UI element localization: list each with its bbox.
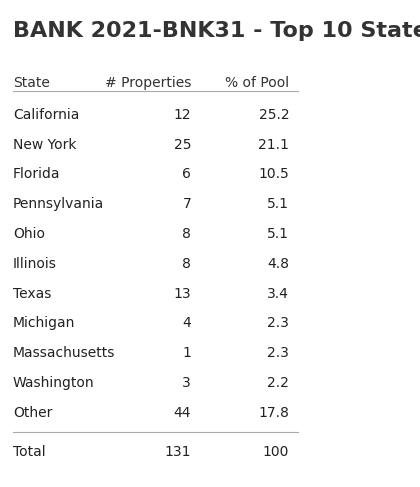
Text: 4.8: 4.8	[267, 257, 289, 271]
Text: New York: New York	[13, 137, 76, 151]
Text: Massachusetts: Massachusetts	[13, 346, 115, 360]
Text: BANK 2021-BNK31 - Top 10 States: BANK 2021-BNK31 - Top 10 States	[13, 21, 420, 41]
Text: Other: Other	[13, 406, 52, 420]
Text: 4: 4	[182, 317, 191, 330]
Text: 25: 25	[173, 137, 191, 151]
Text: 7: 7	[182, 197, 191, 211]
Text: 25.2: 25.2	[259, 108, 289, 122]
Text: 44: 44	[173, 406, 191, 420]
Text: 5.1: 5.1	[267, 197, 289, 211]
Text: 2.3: 2.3	[267, 317, 289, 330]
Text: Total: Total	[13, 445, 45, 459]
Text: 17.8: 17.8	[258, 406, 289, 420]
Text: Ohio: Ohio	[13, 227, 45, 241]
Text: Washington: Washington	[13, 376, 94, 390]
Text: 2.3: 2.3	[267, 346, 289, 360]
Text: 3: 3	[182, 376, 191, 390]
Text: Pennsylvania: Pennsylvania	[13, 197, 104, 211]
Text: 10.5: 10.5	[258, 168, 289, 181]
Text: % of Pool: % of Pool	[225, 75, 289, 90]
Text: State: State	[13, 75, 50, 90]
Text: 8: 8	[182, 227, 191, 241]
Text: 131: 131	[165, 445, 191, 459]
Text: 21.1: 21.1	[258, 137, 289, 151]
Text: Michigan: Michigan	[13, 317, 75, 330]
Text: 12: 12	[173, 108, 191, 122]
Text: 2.2: 2.2	[267, 376, 289, 390]
Text: Florida: Florida	[13, 168, 60, 181]
Text: 5.1: 5.1	[267, 227, 289, 241]
Text: 3.4: 3.4	[267, 286, 289, 300]
Text: Illinois: Illinois	[13, 257, 57, 271]
Text: California: California	[13, 108, 79, 122]
Text: Texas: Texas	[13, 286, 51, 300]
Text: 100: 100	[263, 445, 289, 459]
Text: 13: 13	[173, 286, 191, 300]
Text: 8: 8	[182, 257, 191, 271]
Text: 1: 1	[182, 346, 191, 360]
Text: 6: 6	[182, 168, 191, 181]
Text: # Properties: # Properties	[105, 75, 191, 90]
